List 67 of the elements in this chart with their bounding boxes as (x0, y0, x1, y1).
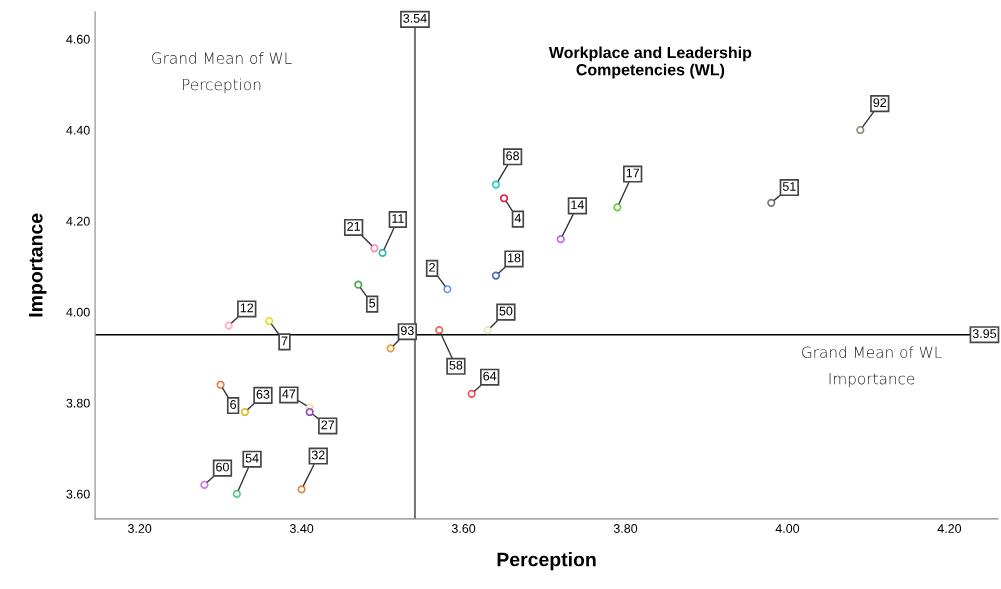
point (265, 316, 274, 326)
annotation: 12 (240, 303, 254, 313)
y-axis-title: Importance (29, 213, 47, 317)
annotation: 5 (369, 298, 376, 308)
text: Workplace and Leadership Competencies (WL) (548, 46, 752, 79)
annotation: 54 (245, 453, 259, 463)
point (491, 180, 501, 189)
annotation: 68 (506, 151, 520, 161)
annotation: 47 (282, 389, 296, 399)
point (556, 235, 565, 244)
point (499, 194, 509, 203)
point (240, 407, 249, 417)
point (200, 480, 209, 489)
annotation: Grand Mean of WL Importance (802, 346, 942, 388)
point (467, 389, 476, 398)
annotation: 64 (483, 371, 497, 381)
x-axis-title: Perception (497, 552, 596, 571)
point (224, 321, 233, 330)
y-tick-label: 4.60 (66, 34, 90, 44)
point (370, 244, 379, 253)
ref-line-label: 3.95 (972, 329, 997, 339)
annotation: 18 (507, 253, 521, 263)
point (216, 380, 225, 389)
point (386, 344, 395, 353)
annotation: 27 (321, 420, 335, 430)
annotation: 32 (311, 450, 325, 460)
point (491, 271, 501, 280)
annotation: 92 (873, 98, 887, 107)
point (297, 485, 306, 494)
point (305, 407, 314, 417)
y-tick-label: 4.00 (66, 307, 90, 317)
y-tick-label: 3.60 (66, 489, 90, 499)
point (856, 125, 865, 135)
x-tick-label: 3.40 (289, 524, 314, 533)
annotation: 93 (400, 326, 414, 336)
point (767, 198, 776, 207)
annotation: 51 (782, 182, 796, 191)
point (378, 248, 387, 257)
annotation: 50 (499, 306, 513, 316)
annotation: 11 (392, 214, 404, 223)
annotation: Grand Mean of WL Perception (152, 52, 292, 94)
annotation: 21 (347, 221, 360, 231)
annotation: 60 (216, 462, 229, 472)
x-tick-label: 3.80 (613, 524, 638, 533)
annotation: 63 (256, 389, 270, 399)
annotation: 6 (230, 400, 237, 409)
annotation: 4 (514, 213, 522, 223)
y-tick-label: 4.20 (66, 216, 90, 226)
x-tick-label: 4.20 (937, 524, 962, 533)
point (613, 203, 622, 212)
annotation: 7 (281, 336, 288, 346)
point (483, 326, 492, 335)
annotation: 17 (626, 168, 639, 178)
point (354, 280, 363, 289)
annotation: 2 (429, 262, 435, 272)
annotation: 14 (571, 200, 584, 210)
y-tick-label: 4.40 (66, 125, 90, 135)
ref-line-label: 3.54 (403, 13, 427, 23)
point (305, 403, 314, 412)
x-tick-label: 4.00 (775, 524, 800, 533)
x-tick-label: 3.20 (127, 524, 152, 533)
annotation: 58 (449, 360, 463, 370)
y-tick-label: 3.80 (66, 398, 90, 408)
point (232, 489, 241, 498)
x-tick-label: 3.60 (451, 524, 476, 533)
point (435, 326, 444, 335)
point (443, 285, 452, 294)
